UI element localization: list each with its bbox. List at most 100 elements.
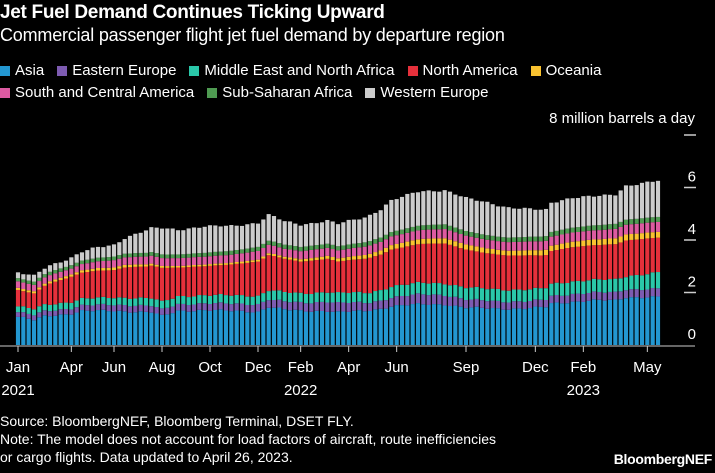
bar-segment-south-and-central-america (293, 250, 298, 259)
bar-segment-sub-saharan-africa (101, 257, 106, 261)
bar-segment-middle-east-and-north-africa (607, 279, 613, 292)
legend: Asia Eastern Europe Middle East and Nort… (0, 60, 715, 104)
bar-segment-oceania (570, 241, 575, 248)
bar-segment-eastern-europe (490, 300, 495, 309)
bar-segment-oceania (15, 287, 21, 290)
bar-segment-western-europe (122, 239, 127, 254)
bar-segment-middle-east-and-north-africa (261, 293, 266, 302)
bar-segment-south-and-central-america (399, 234, 405, 243)
bar-stack-week-85 (469, 198, 474, 345)
bar-segment-south-and-central-america (79, 264, 85, 271)
bar-segment-north-america (373, 256, 378, 292)
bar-stack-week-2 (26, 274, 31, 345)
bar-segment-south-and-central-america (85, 263, 90, 270)
bar-segment-north-america (335, 261, 341, 293)
bar-segment-eastern-europe (367, 303, 373, 312)
bar-segment-south-and-central-america (597, 230, 602, 240)
bar-segment-oceania (378, 250, 383, 255)
bar-segment-sub-saharan-africa (634, 218, 639, 224)
bar-segment-oceania (245, 260, 250, 263)
bar-segment-north-america (197, 266, 202, 296)
bar-segment-oceania (47, 281, 53, 284)
bar-segment-eastern-europe (565, 295, 570, 304)
bar-segment-western-europe (37, 271, 42, 278)
bar-segment-north-america (122, 267, 127, 298)
bar-segment-eastern-europe (69, 309, 74, 315)
bar-segment-eastern-europe (591, 291, 597, 300)
bar-segment-north-america (229, 264, 234, 296)
bar-segment-north-america (127, 267, 133, 299)
bar-segment-oceania (490, 249, 495, 254)
bar-segment-north-america (159, 267, 165, 301)
bar-segment-eastern-europe (618, 291, 623, 300)
bar-stack-week-36 (207, 225, 213, 345)
bar-segment-oceania (538, 250, 543, 256)
bar-segment-asia (250, 312, 255, 345)
bar-segment-north-america (47, 283, 53, 305)
bar-segment-middle-east-and-north-africa (282, 291, 287, 302)
bar-segment-oceania (517, 250, 522, 256)
bar-segment-middle-east-and-north-africa (223, 295, 229, 304)
bar-segment-sub-saharan-africa (591, 225, 597, 231)
bar-segment-middle-east-and-north-africa (95, 297, 101, 305)
bar-segment-western-europe (186, 228, 191, 254)
bar-segment-sub-saharan-africa (469, 232, 474, 237)
bar-segment-middle-east-and-north-africa (575, 280, 581, 294)
bar-stack-week-72 (399, 196, 405, 345)
bar-segment-western-europe (490, 204, 495, 236)
bar-segment-asia (229, 311, 234, 345)
bar-segment-eastern-europe (549, 295, 554, 304)
bar-stack-week-92 (506, 207, 511, 345)
bar-segment-sub-saharan-africa (335, 246, 341, 251)
bar-segment-middle-east-and-north-africa (479, 288, 485, 301)
bar-segment-oceania (53, 279, 58, 282)
bar-segment-oceania (565, 242, 570, 249)
bar-segment-asia (202, 310, 207, 345)
bar-segment-asia (362, 311, 367, 345)
bar-stack-week-89 (490, 204, 495, 345)
bar-segment-eastern-europe (229, 304, 234, 312)
bar-stack-week-53 (298, 225, 303, 345)
bar-segment-middle-east-and-north-africa (453, 285, 458, 297)
bar-segment-oceania (522, 250, 527, 256)
bar-stack-week-58 (325, 219, 330, 345)
bar-stack-week-105 (575, 197, 581, 345)
bar-segment-oceania (170, 265, 175, 268)
bar-segment-sub-saharan-africa (31, 281, 37, 285)
x-tick-label: Feb (288, 359, 314, 376)
bar-stack-week-12 (79, 252, 85, 345)
bar-segment-asia (293, 309, 298, 345)
bar-segment-asia (175, 310, 181, 345)
bar-segment-south-and-central-america (629, 224, 634, 234)
bar-segment-north-america (421, 243, 426, 283)
bar-segment-western-europe (309, 222, 314, 246)
bar-segment-south-and-central-america (431, 229, 437, 239)
bar-segment-eastern-europe (522, 301, 527, 310)
bar-stack-week-63 (351, 219, 357, 345)
bar-segment-north-america (149, 265, 154, 299)
bar-stack-week-11 (74, 254, 79, 345)
bar-segment-eastern-europe (293, 301, 298, 310)
legend-swatch-asia (0, 66, 10, 76)
bar-segment-north-america (250, 262, 255, 297)
bar-segment-middle-east-and-north-africa (623, 277, 629, 291)
bar-segment-oceania (543, 249, 549, 256)
bar-stack-week-14 (90, 247, 95, 345)
bar-segment-middle-east-and-north-africa (47, 304, 53, 312)
bar-segment-south-and-central-america (234, 253, 239, 262)
bar-segment-middle-east-and-north-africa (394, 285, 399, 297)
bar-stack-week-9 (63, 260, 69, 345)
bar-segment-eastern-europe (650, 288, 655, 297)
bar-segment-asia (410, 304, 415, 345)
bar-segment-sub-saharan-africa (154, 253, 159, 257)
bar-segment-south-and-central-america (95, 261, 101, 268)
bar-segment-oceania (85, 269, 90, 273)
bar-segment-south-and-central-america (165, 258, 170, 267)
bar-segment-asia (111, 311, 117, 345)
bar-segment-western-europe (415, 192, 421, 226)
bar-segment-eastern-europe (335, 302, 341, 312)
bar-segment-western-europe (565, 198, 570, 229)
bar-segment-oceania (437, 238, 442, 244)
x-tick-label: Feb (570, 359, 596, 376)
bar-segment-sub-saharan-africa (511, 237, 517, 242)
